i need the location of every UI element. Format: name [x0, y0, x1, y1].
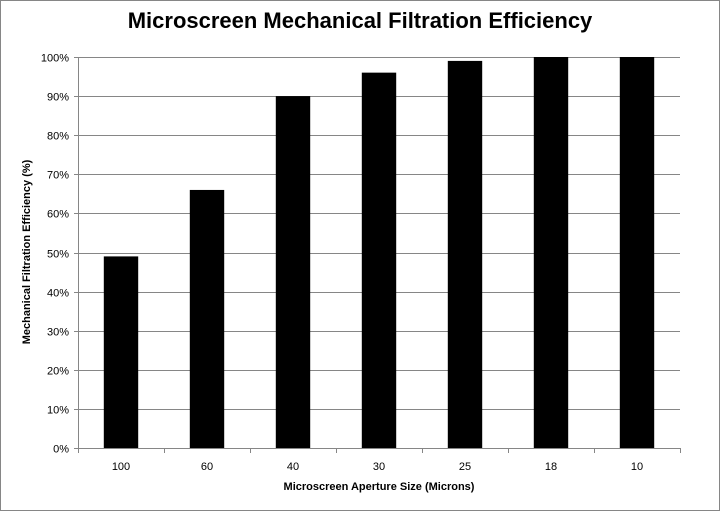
- bar: [533, 57, 569, 448]
- x-tick-label: 60: [201, 461, 213, 473]
- bar: [361, 72, 397, 448]
- bar: [619, 57, 655, 448]
- y-tick-label: 40%: [47, 288, 69, 300]
- y-tick-label: 20%: [47, 366, 69, 378]
- y-tick-label: 50%: [47, 249, 69, 261]
- y-tick-label: 70%: [47, 170, 69, 182]
- x-tick-label: 10: [631, 461, 643, 473]
- y-tick-label: 80%: [47, 131, 69, 143]
- bar: [447, 60, 483, 448]
- y-tick-label: 100%: [41, 53, 69, 65]
- y-tick-label: 90%: [47, 92, 69, 104]
- y-tick-label: 10%: [47, 405, 69, 417]
- bar: [189, 189, 225, 448]
- chart-title: Microscreen Mechanical Filtration Effici…: [127, 8, 593, 33]
- bar: [275, 96, 311, 448]
- x-tick-label: 18: [545, 461, 557, 473]
- y-tick-label: 0%: [53, 444, 69, 456]
- bar: [103, 256, 139, 448]
- x-tick-label: 40: [287, 461, 299, 473]
- y-tick-label: 30%: [47, 327, 69, 339]
- y-tick-label: 60%: [47, 209, 69, 221]
- x-tick-label: 30: [373, 461, 385, 473]
- x-tick-label: 25: [459, 461, 471, 473]
- x-tick-label: 100: [112, 461, 130, 473]
- x-axis-label: Microscreen Aperture Size (Microns): [283, 481, 475, 493]
